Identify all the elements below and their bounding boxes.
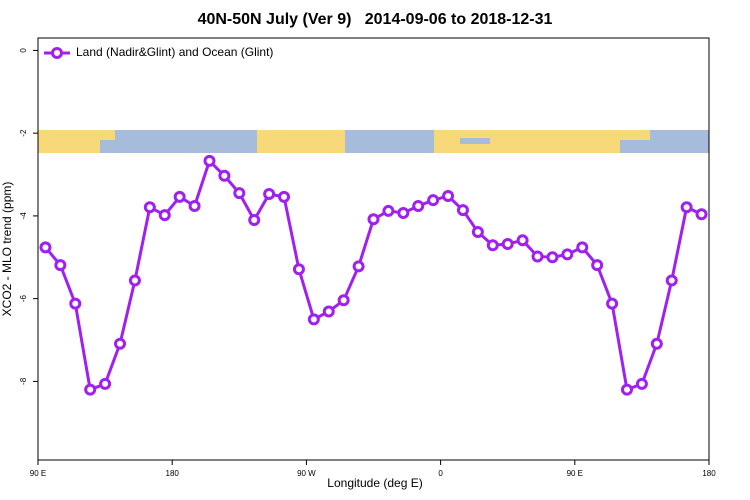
point (501, 238, 514, 251)
x-tick-label: 0 (438, 469, 443, 478)
point (486, 239, 499, 252)
y-tick-label: 0 (19, 48, 28, 53)
point (84, 383, 97, 396)
point (635, 377, 648, 390)
point (561, 248, 574, 261)
point (680, 201, 693, 214)
y-axis-label: XCO2 - MLO trend (ppm) (0, 182, 14, 317)
point (456, 204, 469, 217)
x-tick-label: 90 E (567, 469, 583, 478)
point (382, 204, 395, 217)
point (620, 383, 633, 396)
point (203, 154, 216, 167)
point (218, 169, 231, 182)
chart-title: 40N-50N July (Ver 9) 2014-09-06 to 2018-… (198, 11, 553, 28)
point (128, 274, 141, 287)
point (173, 190, 186, 203)
y-tick-label: -8 (19, 377, 28, 385)
y-tick-label: -6 (19, 295, 28, 303)
point (307, 313, 320, 326)
point (650, 337, 663, 350)
point (576, 241, 589, 254)
series-line (44, 158, 703, 392)
point (546, 251, 559, 264)
point (427, 194, 440, 207)
point (158, 209, 171, 222)
point (248, 214, 261, 227)
point (412, 199, 425, 212)
point (442, 190, 455, 203)
legend-marker (51, 47, 63, 59)
x-tick-label: 180 (166, 469, 180, 478)
point (263, 187, 276, 200)
point (352, 260, 365, 273)
x-axis-label: Longitude (deg E) (327, 476, 422, 490)
legend-label: Land (Nadir&Glint) and Ocean (Glint) (76, 45, 273, 59)
y-tick-label: -4 (19, 212, 28, 220)
point (606, 297, 619, 310)
y-tick-label: -2 (19, 129, 28, 137)
point (292, 263, 305, 276)
point (367, 213, 380, 226)
point (114, 337, 127, 350)
x-tick-label: 180 (702, 469, 716, 478)
point (322, 305, 335, 318)
point (233, 187, 246, 200)
x-tick-label: 90 W (297, 469, 316, 478)
plot-frame (37, 37, 710, 461)
point (143, 201, 156, 214)
point (54, 259, 67, 272)
point (278, 190, 291, 203)
map-band (38, 130, 709, 153)
point (516, 234, 529, 247)
point (471, 226, 484, 239)
point (69, 297, 82, 310)
point (397, 207, 410, 220)
point (591, 259, 604, 272)
point (188, 199, 201, 212)
point (531, 250, 544, 263)
x-tick-label: 90 E (30, 469, 46, 478)
point (99, 377, 112, 390)
legend: Land (Nadir&Glint) and Ocean (Glint) (44, 45, 273, 59)
point (695, 208, 708, 221)
point (39, 241, 52, 254)
point (665, 274, 678, 287)
point (337, 294, 350, 307)
